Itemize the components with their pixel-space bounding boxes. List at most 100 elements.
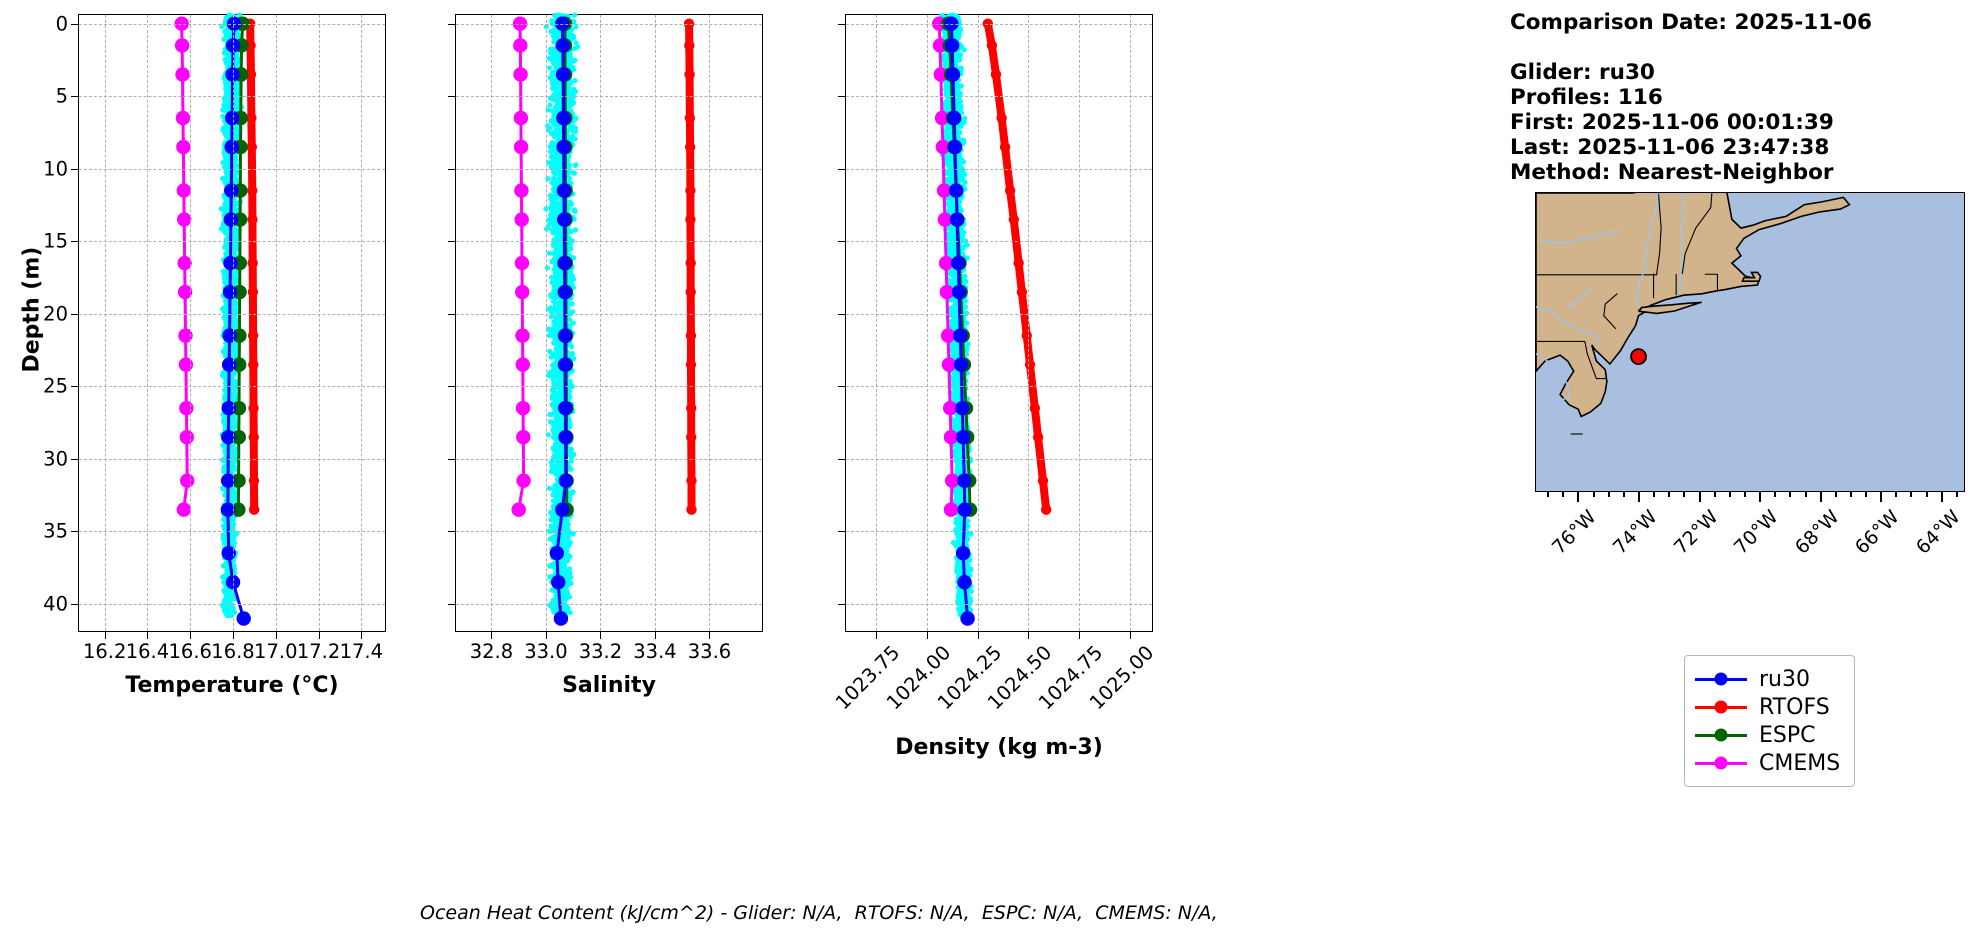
x-gridline bbox=[361, 15, 363, 631]
x-gridline bbox=[1129, 15, 1131, 631]
series-marker-ru30 bbox=[223, 212, 239, 227]
series-marker-rtofs bbox=[686, 504, 697, 515]
y-gridline bbox=[79, 168, 385, 170]
series-marker-cmems bbox=[176, 502, 192, 517]
series-marker-rtofs bbox=[685, 286, 696, 298]
map-lon-minor-tick bbox=[1865, 492, 1868, 497]
x-tick-mark bbox=[545, 631, 547, 639]
series-marker-rtofs bbox=[686, 431, 697, 443]
series-marker-rtofs bbox=[247, 257, 258, 269]
y-tick-mark bbox=[838, 241, 846, 243]
series-marker-ru30 bbox=[221, 429, 236, 445]
series-marker-ru30 bbox=[557, 357, 573, 372]
legend-item-ru30[interactable]: ru30 bbox=[1695, 665, 1840, 693]
series-marker-ru30 bbox=[557, 328, 573, 343]
series-marker-rtofs bbox=[248, 504, 260, 515]
y-tick-mark bbox=[448, 458, 456, 460]
series-marker-cmems bbox=[176, 183, 192, 198]
map-lon-minor-tick bbox=[1955, 492, 1958, 497]
y-tick-mark bbox=[71, 241, 79, 243]
series-marker-rtofs bbox=[684, 141, 696, 153]
series-marker-ru30 bbox=[556, 183, 572, 198]
series-marker-cmems bbox=[175, 67, 190, 82]
x-gridline bbox=[927, 15, 929, 631]
series-marker-cmems bbox=[174, 16, 189, 31]
y-gridline bbox=[846, 458, 1152, 460]
river bbox=[1536, 306, 1602, 346]
y-tick-mark bbox=[71, 386, 79, 388]
salinity-axes: 32.8 33.0 33.2 33.4 33.6 bbox=[448, 12, 763, 663]
series-marker-cmems bbox=[177, 212, 192, 227]
y-gridline bbox=[846, 313, 1152, 315]
map-lon-tick-mark bbox=[1819, 492, 1822, 502]
series-marker-rtofs bbox=[982, 18, 994, 29]
series-marker-cmems bbox=[180, 473, 195, 488]
map-lon-minor-tick bbox=[1849, 492, 1852, 497]
series-legend: ru30 RTOFS ESPC CMEMS bbox=[1684, 655, 1856, 787]
series-marker-cmems bbox=[516, 473, 531, 488]
series-marker-rtofs bbox=[685, 214, 696, 225]
map-lon-tick-mark bbox=[1940, 492, 1943, 502]
x-gridline bbox=[600, 15, 602, 631]
x-tick-label: 32.8 bbox=[469, 640, 514, 663]
y-gridline bbox=[79, 23, 385, 25]
series-marker-cmems bbox=[511, 502, 526, 517]
series-marker-rtofs bbox=[685, 257, 696, 269]
y-gridline bbox=[456, 458, 762, 460]
series-marker-ru30 bbox=[947, 110, 962, 126]
x-tick-mark bbox=[190, 631, 192, 639]
map-lon-tick-label: 74°W bbox=[1608, 506, 1662, 559]
ocean-heat-content-caption: Ocean Heat Content (kJ/cm^2) - Glider: N… bbox=[420, 902, 1218, 924]
series-marker-cmems bbox=[936, 183, 952, 198]
x-tick-label: 33.0 bbox=[524, 640, 568, 663]
y-tick-mark bbox=[838, 603, 846, 605]
series-marker-rtofs bbox=[246, 141, 258, 153]
map-lon-minor-tick bbox=[1910, 492, 1913, 497]
legend-marker-dot bbox=[1714, 756, 1728, 770]
x-gridline bbox=[1028, 15, 1030, 631]
x-tick-mark bbox=[318, 631, 320, 639]
map-canvas[interactable] bbox=[1535, 192, 1965, 492]
series-marker-rtofs bbox=[1032, 431, 1044, 443]
x-tick-mark bbox=[104, 631, 106, 639]
x-tick-label: 17.2 bbox=[296, 640, 341, 663]
series-marker-rtofs bbox=[247, 286, 259, 298]
y-tick-mark bbox=[448, 168, 456, 170]
y-gridline bbox=[79, 531, 385, 533]
series-marker-ru30 bbox=[957, 502, 972, 517]
y-tick-mark bbox=[71, 96, 79, 98]
salinity-plot-svg bbox=[511, 12, 697, 626]
map-lon-minor-tick bbox=[1925, 492, 1928, 497]
glider-name-text: Glider: ru30 bbox=[1510, 60, 1655, 85]
series-marker-cmems bbox=[513, 38, 528, 53]
series-marker-cmems bbox=[178, 328, 193, 343]
series-marker-cmems bbox=[935, 139, 951, 155]
x-gridline bbox=[104, 15, 106, 631]
glider-position-marker[interactable] bbox=[1630, 348, 1647, 365]
x-gridline bbox=[876, 15, 878, 631]
density-plot-svg bbox=[932, 12, 1052, 626]
depth-tick-label: 30 bbox=[43, 447, 68, 471]
x-gridline bbox=[318, 15, 320, 631]
map-lon-tick-label: 72°W bbox=[1669, 506, 1723, 559]
legend-item-rtofs[interactable]: RTOFS bbox=[1695, 693, 1840, 721]
density-axis-label: Density (kg m-3) bbox=[895, 735, 1103, 760]
series-marker-rtofs bbox=[1029, 402, 1041, 414]
series-marker-ru30 bbox=[951, 284, 967, 300]
series-marker-rtofs bbox=[247, 185, 258, 196]
y-gridline bbox=[456, 603, 762, 605]
series-marker-ru30 bbox=[225, 67, 240, 82]
depth-tick-label: 15 bbox=[43, 229, 68, 253]
legend-item-cmems[interactable]: CMEMS bbox=[1695, 749, 1840, 777]
legend-item-espc[interactable]: ESPC bbox=[1695, 721, 1840, 749]
y-tick-mark bbox=[71, 458, 79, 460]
series-marker-ru30 bbox=[955, 429, 971, 445]
series-marker-ru30 bbox=[553, 611, 569, 626]
map-lon-tick-mark bbox=[1637, 492, 1640, 502]
series-marker-rtofs bbox=[683, 18, 695, 29]
series-marker-cmems bbox=[942, 400, 958, 416]
series-marker-ru30 bbox=[953, 357, 969, 372]
map-lon-tick-mark bbox=[1577, 492, 1580, 502]
series-marker-cmems bbox=[513, 110, 529, 126]
river bbox=[1547, 396, 1570, 405]
